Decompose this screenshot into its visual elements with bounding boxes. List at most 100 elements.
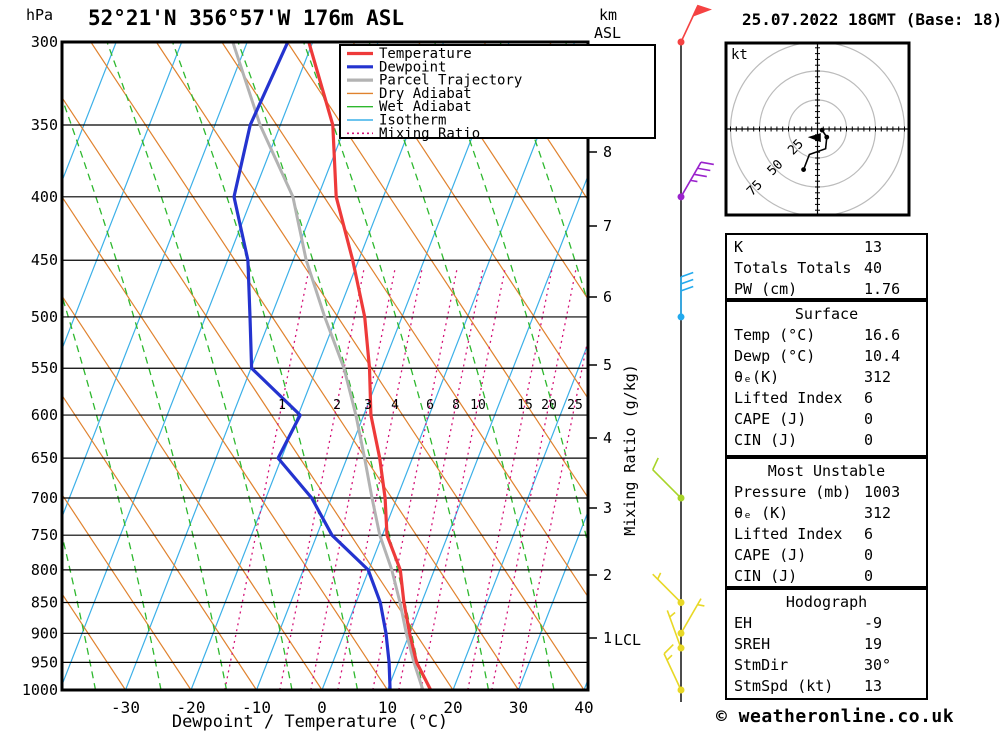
temp-tick-label: 40	[574, 698, 593, 717]
wet-adiabat-line	[106, 42, 293, 690]
table-row-value: 0	[864, 410, 874, 428]
table-row-label: CIN (J)	[734, 431, 798, 449]
footer-credit: © weatheronline.co.uk	[716, 706, 955, 727]
mixing-ratio-line	[467, 269, 553, 690]
legend-label: Mixing Ratio	[379, 126, 480, 142]
barb-full	[663, 643, 674, 655]
barb-station-dot	[677, 494, 685, 502]
temp-tick-label: 0	[317, 698, 327, 717]
table-row: CIN (J) 0	[727, 430, 926, 451]
wet-adiabat-line	[499, 42, 588, 305]
legend-label: Dry Adiabat	[379, 86, 472, 102]
table-row: Pressure (mb) 1003	[727, 482, 926, 503]
most-unstable-title: Most Unstable	[767, 462, 886, 480]
barb-half	[697, 603, 705, 607]
pressure-tick-label: 700	[31, 489, 58, 507]
pressure-tick-label: 550	[31, 359, 58, 377]
pressure-tick-label: 900	[31, 624, 58, 642]
km-tick-label: 7	[603, 217, 612, 235]
wind-barb	[663, 643, 685, 694]
barb-full	[680, 285, 694, 292]
isotherm-line	[62, 42, 117, 183]
plot-frame	[60, 40, 590, 692]
legend-label: Temperature	[379, 46, 472, 62]
barb-station-dot	[677, 686, 685, 694]
temperature-curve	[307, 42, 433, 690]
table-row: Temp (°C) 16.6	[727, 325, 926, 346]
table-row: CIN (J) 0	[727, 566, 926, 587]
isotherm-line	[62, 42, 314, 687]
isotherm-line	[321, 42, 576, 690]
table-row: CAPE (J) 0	[727, 409, 926, 430]
temp-tick-labels: -30 -20 -10 0 10 20 30 40	[111, 698, 594, 717]
dewpoint-curve	[232, 42, 392, 690]
table-row-value: 10.4	[864, 347, 901, 365]
pressure-tick-label: 350	[31, 116, 58, 134]
legend-box	[339, 44, 656, 139]
table-row-label: EH	[734, 614, 753, 632]
indices-table: K 13 Totals Totals 40 PW (cm) 1.76	[725, 233, 928, 300]
table-row-label: Totals Totals	[734, 259, 852, 277]
pressure-tick-label: 400	[31, 188, 58, 206]
table-row-label: SREH	[734, 635, 771, 653]
table-row-value: -9	[864, 614, 883, 632]
wind-barb	[677, 598, 705, 637]
mixing-ratio-line	[491, 269, 577, 690]
barb-half	[690, 179, 698, 183]
table-row-value: 1003	[864, 483, 901, 501]
table-row-value: 6	[864, 525, 874, 543]
legend-label: Isotherm	[379, 113, 446, 129]
table-row: K 13	[727, 237, 926, 258]
table-row-label: Lifted Index	[734, 525, 843, 543]
wind-barb-column	[651, 4, 714, 702]
barb-staff	[652, 573, 682, 604]
table-row-label: PW (cm)	[734, 280, 798, 298]
pressure-tick-label: 650	[31, 449, 58, 467]
barb-station-dot	[677, 629, 685, 637]
barb-full	[700, 161, 714, 166]
isotherm-line	[62, 42, 248, 519]
pressure-tick-label: 300	[31, 33, 58, 51]
barb-station-dot	[677, 38, 685, 46]
km-tick-label: 3	[603, 499, 612, 517]
table-row: StmDir 30°	[727, 655, 926, 676]
barb-full	[693, 173, 707, 178]
barb-staff	[680, 161, 702, 198]
date-title: 25.07.2022 18GMT (Base: 18)	[742, 10, 1000, 29]
table-row-value: 19	[864, 635, 883, 653]
barb-staff	[652, 469, 682, 499]
hodograph-axis-ticks	[730, 47, 905, 211]
hodograph-unit-label: kt	[731, 47, 748, 63]
table-row: Lifted Index 6	[727, 524, 926, 545]
table-row-value: 6	[864, 389, 874, 407]
dry-adiabat-line	[352, 42, 588, 400]
table-row-value: 0	[864, 431, 874, 449]
asl-label: ASL	[594, 24, 622, 42]
temp-tick-label: 30	[509, 698, 528, 717]
pressure-tick-label: 600	[31, 406, 58, 424]
mixing-ratio-label: 1	[278, 398, 286, 413]
pressure-axis-unit: hPa	[26, 6, 54, 24]
barb-station-dot	[677, 193, 685, 201]
dry-adiabat-line	[90, 42, 520, 690]
mixing-ratio-label: 6	[426, 398, 434, 413]
table-row-label: θₑ (K)	[734, 504, 789, 522]
temp-tick-label: -30	[111, 698, 140, 717]
dry-adiabat-line	[286, 42, 588, 499]
most-unstable-table: Most Unstable Pressure (mb) 1003 θₑ (K) 312 L…	[725, 457, 928, 588]
dry-adiabat-line	[221, 42, 588, 598]
km-tick-label: 5	[603, 356, 612, 374]
table-row: StmSpd (kt) 13	[727, 676, 926, 697]
x-axis-title: Dewpoint / Temperature (°C)	[171, 712, 449, 732]
table-row-label: CIN (J)	[734, 567, 798, 585]
dry-adiabat-line	[62, 394, 258, 690]
table-row-value: 0	[864, 546, 874, 564]
table-row-label: Temp (°C)	[734, 326, 816, 344]
pressure-tick-label: 500	[31, 308, 58, 326]
table-row-label: CAPE (J)	[734, 410, 807, 428]
hodograph-trace-dot	[801, 167, 806, 173]
table-row-label: θₑ(K)	[734, 368, 780, 386]
wet-adiabat-line	[564, 42, 588, 107]
